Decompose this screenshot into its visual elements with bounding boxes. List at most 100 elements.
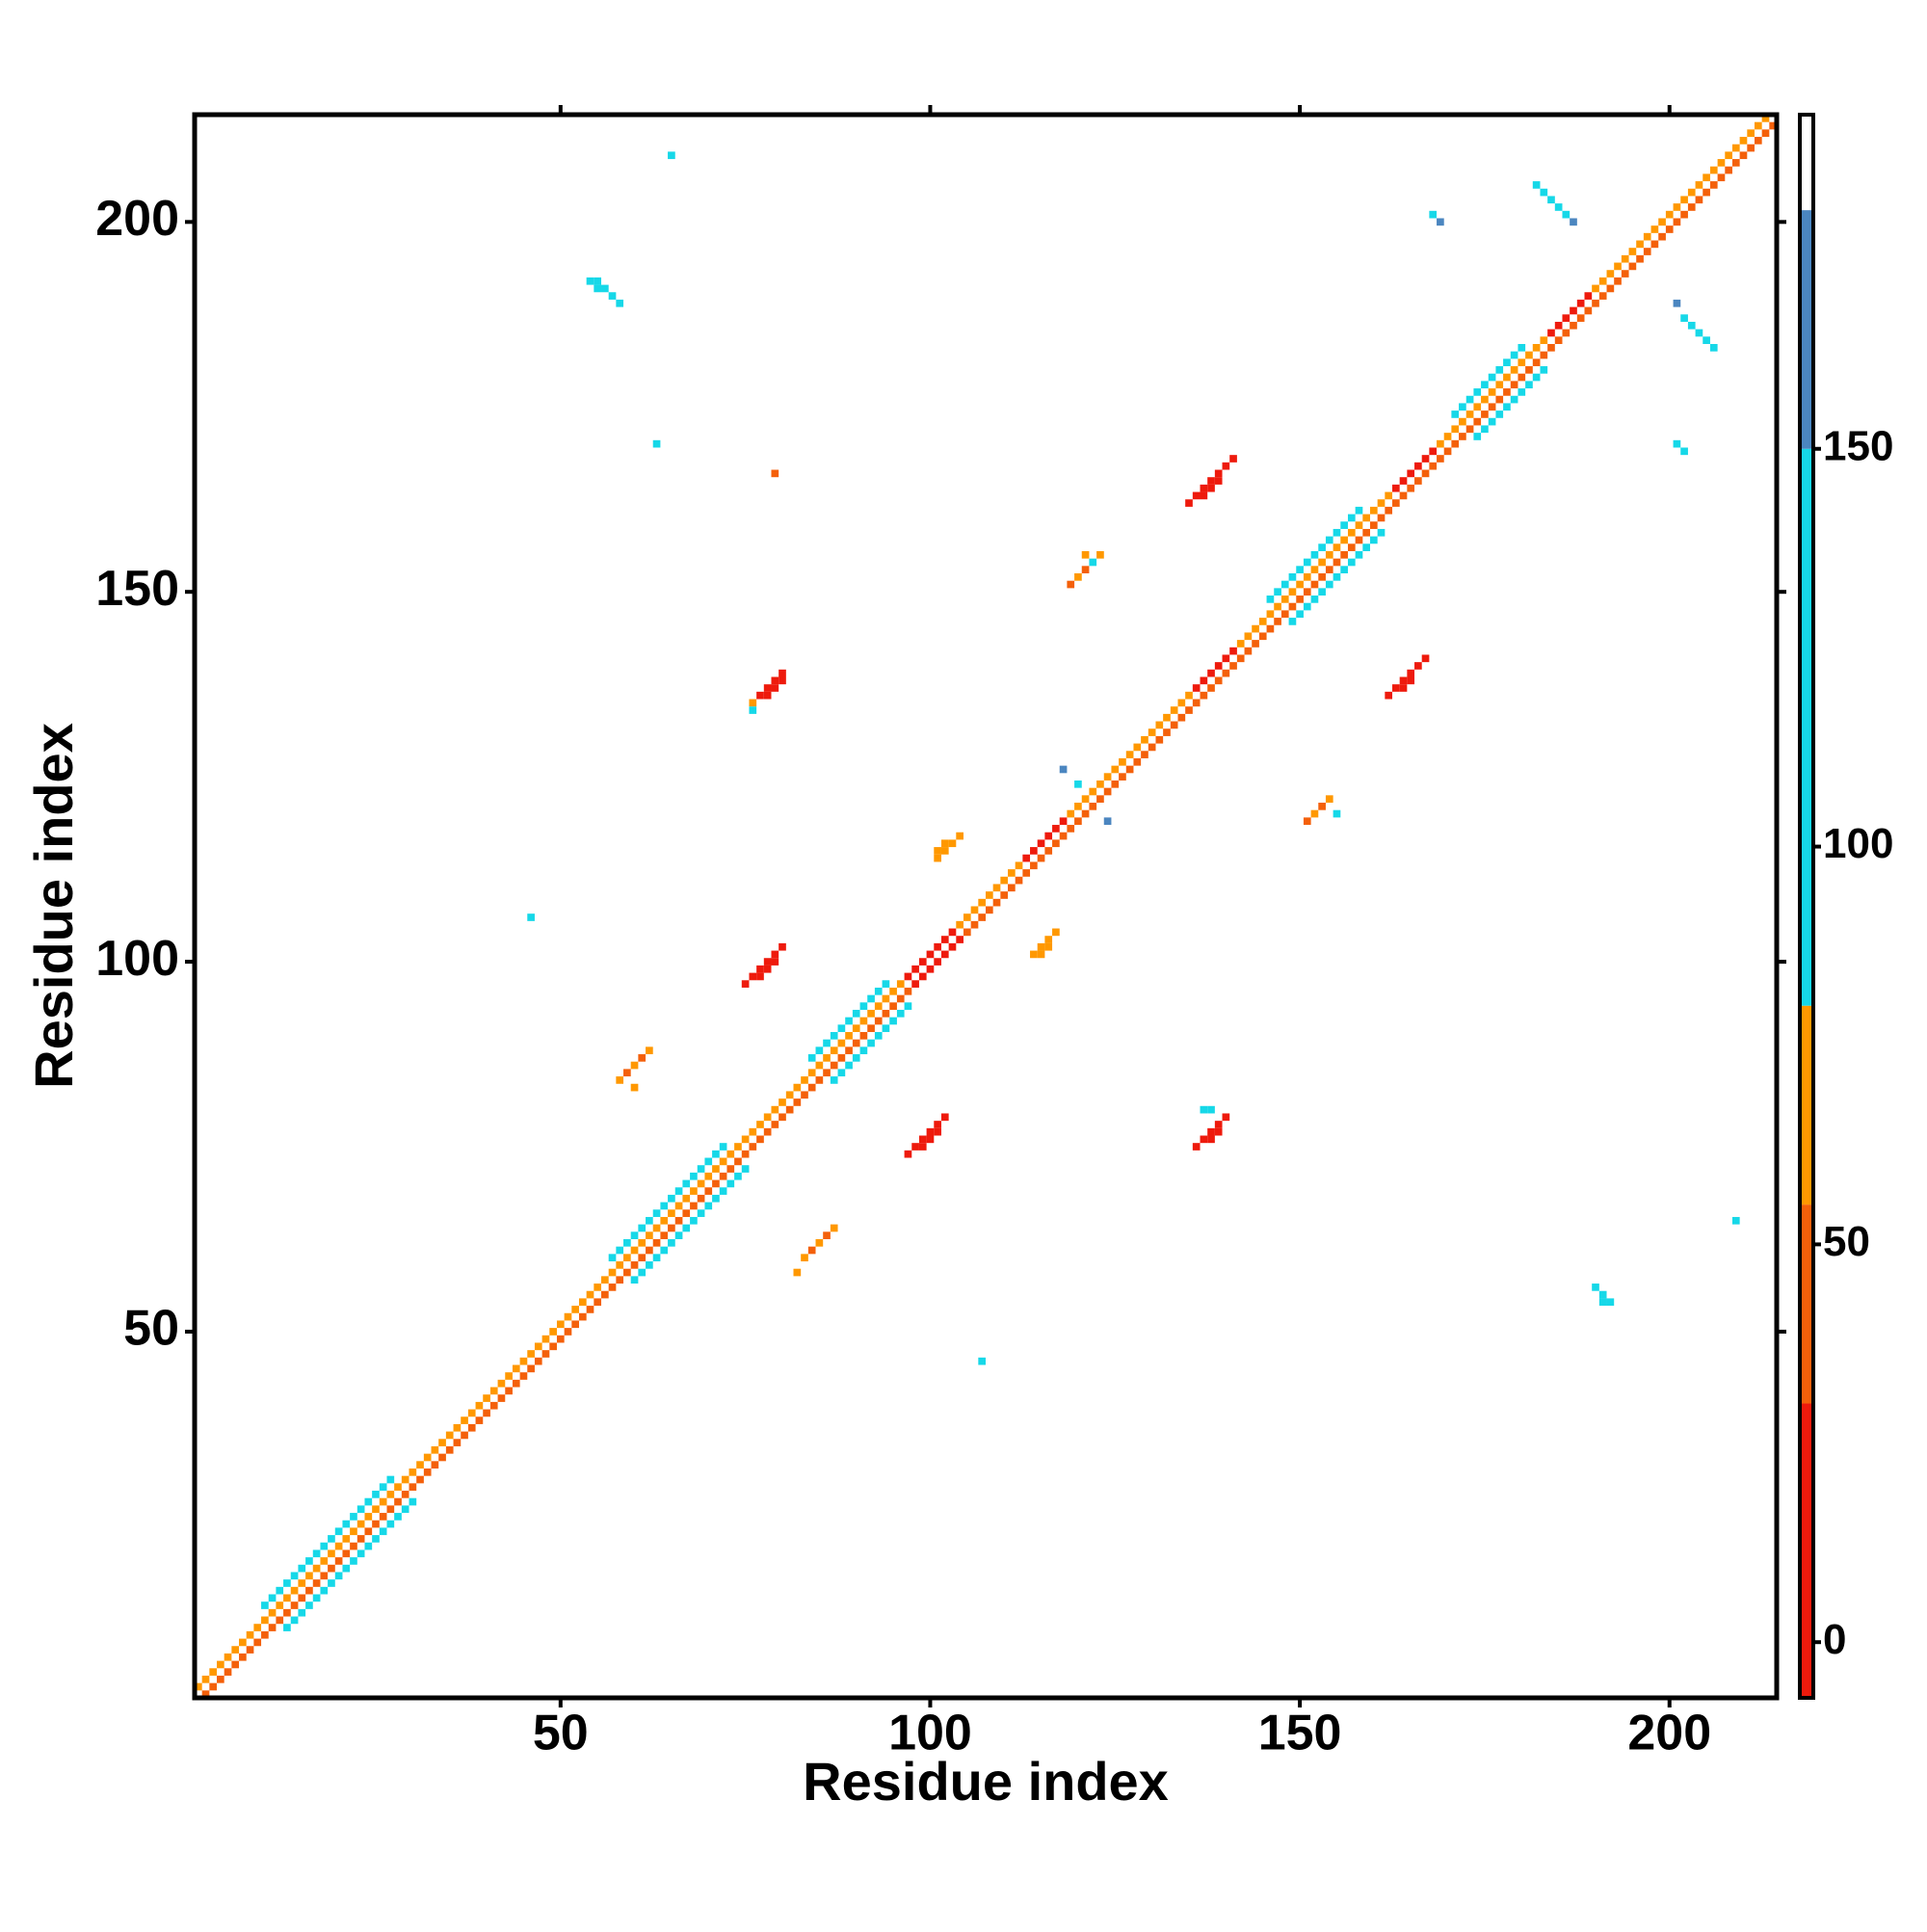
heatmap-cell <box>1598 292 1607 300</box>
heatmap-cell <box>704 1202 713 1210</box>
heatmap-cell <box>253 1638 262 1647</box>
heatmap-cell <box>823 1231 831 1239</box>
heatmap-cell <box>1503 403 1511 411</box>
heatmap-cell <box>1592 1284 1599 1291</box>
heatmap-cell <box>830 1224 838 1232</box>
heatmap-cell <box>1103 787 1112 796</box>
heatmap-cell <box>1695 329 1703 337</box>
heatmap-cell <box>1229 455 1237 463</box>
heatmap-cell <box>1407 676 1415 685</box>
heatmap-cell <box>1503 373 1511 382</box>
heatmap-cell <box>837 1024 846 1033</box>
heatmap-cell <box>690 1172 698 1180</box>
heatmap-cell <box>1584 292 1593 300</box>
heatmap-cell <box>823 1069 831 1077</box>
heatmap-cell <box>638 1268 647 1277</box>
heatmap-cell <box>497 1379 506 1388</box>
heatmap-cell <box>1518 373 1526 382</box>
heatmap-cell <box>771 950 779 959</box>
heatmap-cell <box>1207 484 1215 492</box>
heatmap-cell <box>1288 588 1297 596</box>
heatmap-cell <box>356 1549 365 1558</box>
heatmap-cell <box>564 1312 572 1321</box>
heatmap-cell <box>475 1401 484 1410</box>
heatmap-cell <box>1318 588 1326 596</box>
heatmap-cell <box>1362 514 1370 522</box>
heatmap-cell <box>1703 173 1710 182</box>
heatmap-cell <box>224 1668 232 1676</box>
heatmap-cell <box>785 1091 794 1099</box>
heatmap-cell <box>1443 447 1452 456</box>
heatmap-cell <box>445 1431 454 1440</box>
heatmap-cell <box>749 1143 757 1151</box>
heatmap-cell <box>1125 765 1134 774</box>
heatmap-cell <box>749 706 757 714</box>
heatmap-cell <box>956 920 964 929</box>
heatmap-cell <box>372 1535 380 1543</box>
heatmap-cell <box>1074 817 1082 826</box>
heatmap-cell <box>845 1032 853 1040</box>
heatmap-cell <box>1739 137 1748 145</box>
heatmap-cell <box>1192 491 1201 500</box>
heatmap-cell <box>1680 447 1688 456</box>
heatmap-cell <box>1000 891 1009 899</box>
heatmap-cell <box>1155 735 1164 744</box>
heatmap-cell <box>586 277 594 285</box>
heatmap-cell <box>1525 351 1533 359</box>
heatmap-cell <box>1747 129 1755 138</box>
heatmap-cell <box>1658 218 1666 226</box>
heatmap-cell <box>1761 129 1770 138</box>
heatmap-cell <box>261 1601 269 1609</box>
heatmap-cell <box>438 1453 446 1462</box>
heatmap-cell <box>1429 447 1438 456</box>
heatmap-cell <box>779 676 786 685</box>
heatmap-cell <box>401 1505 409 1514</box>
heatmap-cell <box>1185 706 1193 714</box>
heatmap-cell <box>1347 528 1356 537</box>
heatmap-cell <box>1643 248 1651 255</box>
heatmap-cell <box>763 691 772 700</box>
heatmap-cell <box>305 1557 313 1565</box>
heatmap-cell <box>1650 225 1659 233</box>
heatmap-cell <box>594 284 602 293</box>
heatmap-cell <box>1769 121 1777 130</box>
heatmap-cell <box>719 1143 727 1151</box>
heatmap-cell <box>320 1542 329 1550</box>
heatmap-cell <box>1288 618 1297 625</box>
heatmap-cell <box>1465 425 1474 434</box>
heatmap-cell <box>1421 469 1430 478</box>
heatmap-cell <box>1119 757 1126 766</box>
heatmap-cell <box>630 1246 639 1255</box>
heatmap-cell <box>1081 809 1090 818</box>
heatmap-cell <box>882 994 890 1003</box>
heatmap-cell <box>1200 491 1208 500</box>
heatmap-cell <box>970 906 979 914</box>
heatmap-cell <box>1540 188 1548 197</box>
heatmap-cell <box>690 1187 698 1195</box>
heatmap-cell <box>1392 684 1400 692</box>
heatmap-cell <box>1340 566 1348 574</box>
heatmap-cell <box>1236 640 1245 648</box>
heatmap-cell <box>224 1653 232 1661</box>
heatmap-cell <box>771 469 779 478</box>
heatmap-cell <box>1333 528 1341 537</box>
heatmap-cell <box>1473 403 1482 411</box>
heatmap-cell <box>623 1238 631 1247</box>
heatmap-cell <box>837 1054 846 1062</box>
heatmap-cell <box>801 1091 808 1099</box>
heatmap-cell <box>1096 795 1104 804</box>
heatmap-cell <box>431 1445 439 1454</box>
heatmap-cell <box>1081 566 1090 574</box>
heatmap-cell <box>246 1646 254 1654</box>
heatmap-cell <box>312 1549 321 1558</box>
heatmap-cell <box>1392 484 1400 492</box>
heatmap-cell <box>1606 1298 1615 1307</box>
heatmap-cell <box>209 1668 218 1676</box>
heatmap-cell <box>608 292 617 300</box>
heatmap-cell <box>328 1535 335 1543</box>
heatmap-cell <box>276 1586 284 1595</box>
heatmap-cell <box>320 1586 329 1595</box>
heatmap-cell <box>852 1009 860 1018</box>
heatmap-cell <box>268 1594 277 1602</box>
